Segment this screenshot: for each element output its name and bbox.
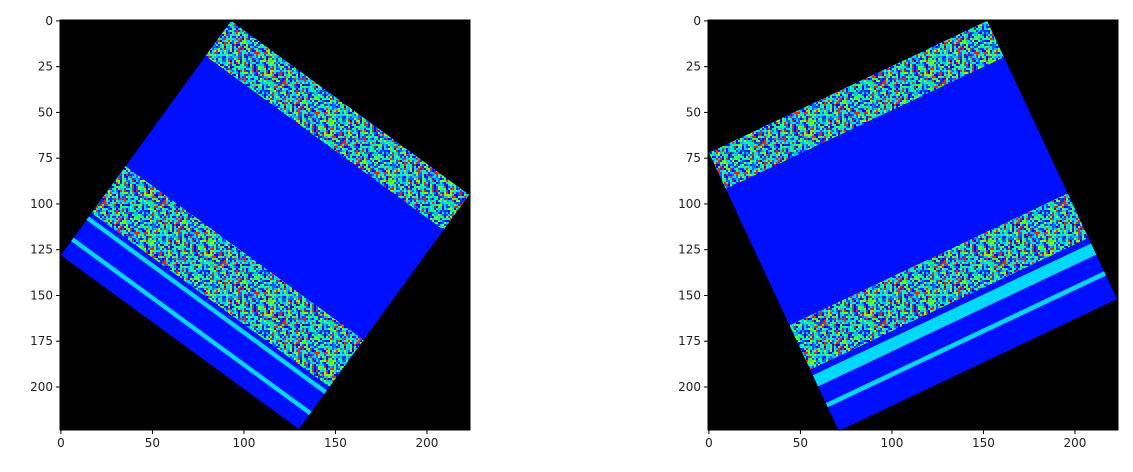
y-tick-label: 150 — [30, 288, 53, 302]
image-band — [86, 216, 327, 394]
axes-frame — [59, 19, 471, 431]
x-tick-label: 50 — [145, 436, 160, 450]
x-tick-label: 50 — [793, 436, 808, 450]
y-tick-label: 50 — [38, 105, 53, 119]
image-axes: 0 50 100 150 200 0 25 50 75 100 125 150 175 200 — [678, 14, 1119, 450]
image-band — [205, 20, 470, 230]
x-tick-label: 200 — [416, 436, 439, 450]
y-tick-label: 150 — [678, 288, 701, 302]
x-tick-label: 200 — [1064, 436, 1087, 450]
x-tick-label: 0 — [705, 436, 713, 450]
y-tick-label: 25 — [38, 60, 53, 74]
y-tick-label: 100 — [30, 197, 53, 211]
y-tick-label: 0 — [45, 14, 53, 28]
image-band — [91, 166, 364, 387]
image-band — [825, 271, 1107, 408]
image-band — [789, 193, 1089, 370]
image-axes: 0 50 100 150 200 0 25 50 75 100 125 150 175 200 — [30, 14, 471, 450]
y-tick-label: 25 — [686, 60, 701, 74]
axes-frame — [707, 19, 1119, 431]
y-tick-label: 125 — [678, 243, 701, 257]
y-tick-label: 75 — [686, 151, 701, 165]
y-tick-label: 175 — [678, 334, 701, 348]
y-tick-label: 75 — [38, 151, 53, 165]
y-tick-label: 0 — [693, 14, 701, 28]
x-tick-label: 100 — [232, 436, 255, 450]
image-band — [708, 20, 1005, 189]
x-tick-label: 100 — [880, 436, 903, 450]
x-tick-label: 150 — [972, 436, 995, 450]
y-tick-label: 200 — [30, 380, 53, 394]
y-tick-label: 50 — [686, 105, 701, 119]
y-tick-label: 175 — [30, 334, 53, 348]
x-tick-label: 150 — [324, 436, 347, 450]
y-tick-label: 200 — [678, 380, 701, 394]
image-band — [812, 243, 1097, 387]
x-tick-label: 0 — [57, 436, 65, 450]
y-tick-label: 100 — [678, 197, 701, 211]
image-band — [71, 237, 312, 416]
y-tick-label: 125 — [30, 243, 53, 257]
